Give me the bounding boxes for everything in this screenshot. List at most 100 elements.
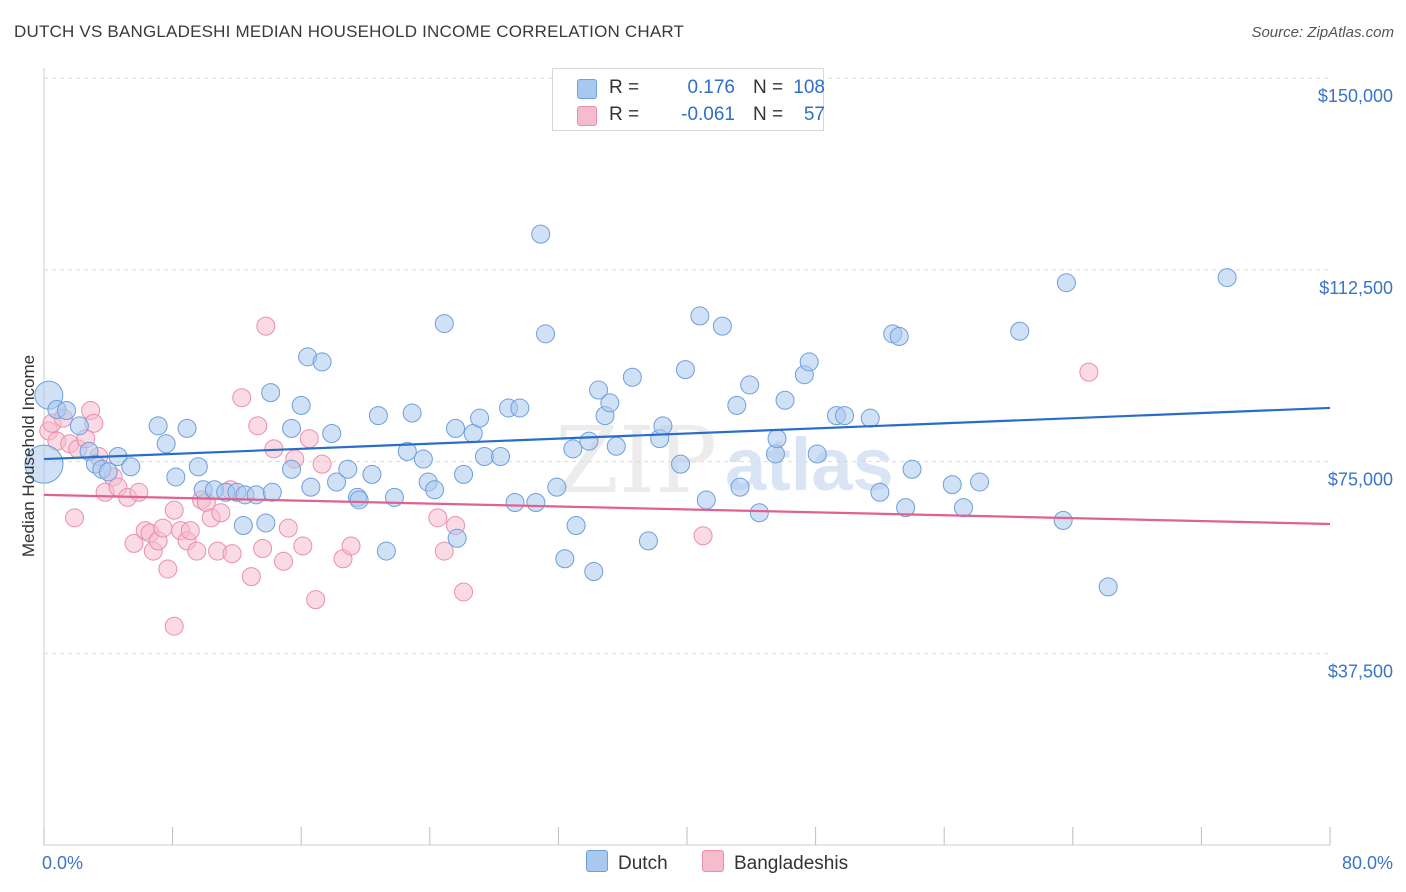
- dutch-points: [24, 224, 1237, 597]
- dutch-point: [402, 403, 422, 423]
- dutch-point: [690, 306, 710, 326]
- dutch-point: [57, 400, 77, 420]
- bangladeshis-point: [454, 582, 474, 602]
- bangladeshis-point: [253, 539, 273, 559]
- dutch-point: [397, 441, 417, 461]
- dutch-point: [474, 447, 494, 466]
- bangladeshis-point: [187, 541, 207, 561]
- dutch-point: [166, 467, 186, 487]
- dutch-point: [902, 459, 922, 479]
- r-label: R =: [609, 77, 640, 98]
- n-label: N =: [753, 77, 784, 98]
- dutch-point: [671, 454, 691, 474]
- bangladeshis-point: [693, 526, 713, 546]
- y-tick-label: $75,000: [1328, 470, 1393, 490]
- bangladeshis-point: [222, 544, 242, 564]
- bangladeshis-point: [211, 503, 231, 523]
- bangladeshis-point: [153, 518, 173, 538]
- bangladeshis-point: [180, 521, 200, 541]
- dutch-point: [584, 562, 604, 582]
- dutch-point: [256, 513, 276, 533]
- bangladeshis-point: [248, 416, 268, 436]
- dutch-point: [505, 493, 525, 513]
- bangladeshis-point: [1079, 362, 1099, 382]
- dutch-point: [148, 416, 168, 436]
- dutch-point: [24, 444, 64, 484]
- bangladeshis-point: [232, 388, 252, 408]
- dutch-label: Dutch: [618, 853, 668, 874]
- r-value: -0.061: [681, 104, 735, 125]
- bangladeshis-swatch: [702, 850, 724, 872]
- dutch-point: [510, 398, 530, 418]
- bangladeshis-point: [124, 533, 144, 553]
- bangladeshis-point: [164, 616, 184, 636]
- bangladeshis-point: [241, 567, 261, 587]
- dutch-point: [807, 444, 827, 464]
- trend-lines: [43, 406, 1331, 526]
- dutch-swatch: [586, 850, 608, 872]
- bangladeshis-point: [341, 536, 361, 556]
- dutch-point: [835, 406, 855, 426]
- dutch-swatch: [577, 79, 597, 99]
- bangladeshis-point: [65, 508, 85, 528]
- dutch-point: [362, 464, 382, 484]
- watermark-atlas: atlas: [725, 423, 894, 506]
- dutch-point: [121, 457, 141, 477]
- dutch-point: [675, 360, 695, 380]
- dutch-point: [246, 485, 266, 505]
- dutch-point: [261, 383, 281, 403]
- dutch-point: [156, 434, 176, 454]
- dutch-point: [860, 408, 880, 428]
- dutch-point: [653, 416, 673, 436]
- dutch-point: [712, 316, 732, 336]
- dutch-point: [282, 459, 302, 479]
- bangladeshis-trend-line: [43, 493, 1331, 526]
- dutch-point: [600, 393, 620, 413]
- n-label: N =: [753, 104, 784, 125]
- dutch-point: [434, 314, 454, 334]
- dutch-trend-line: [43, 406, 1331, 461]
- axis-labels: $37,500 $75,000 $112,500 $150,000 0.0% 80.0% M…: [19, 86, 1393, 873]
- bangladeshis-point: [129, 482, 149, 502]
- y-tick-label: $112,500: [1319, 278, 1393, 298]
- bangladeshis-swatch: [577, 106, 597, 126]
- dutch-point: [349, 490, 369, 510]
- x-tick-label-max: 80.0%: [1342, 853, 1393, 873]
- dutch-point: [870, 482, 890, 502]
- correlation-legend: R = 0.176 N = 108 R = -0.061 N = 57: [552, 68, 825, 131]
- dutch-point: [262, 482, 282, 502]
- dutch-point: [376, 541, 396, 561]
- x-tick-label-min: 0.0%: [42, 853, 83, 873]
- bangladeshis-point: [306, 590, 326, 610]
- dutch-point: [1217, 268, 1237, 288]
- dutch-point: [953, 498, 973, 518]
- dutch-point: [177, 418, 197, 438]
- dutch-point: [740, 375, 760, 395]
- legend-item-dutch: Dutch: [586, 850, 668, 875]
- dutch-point: [233, 516, 253, 536]
- dutch-point: [368, 406, 388, 426]
- dutch-point: [970, 472, 990, 492]
- dutch-point: [1010, 321, 1030, 341]
- dutch-point: [1098, 577, 1118, 597]
- dutch-point: [547, 477, 567, 497]
- dutch-point: [447, 528, 467, 548]
- dutch-point: [98, 462, 118, 482]
- dutch-point: [536, 324, 556, 344]
- dutch-point: [589, 380, 609, 400]
- dutch-point: [555, 549, 575, 569]
- dutch-point: [730, 477, 750, 497]
- dutch-point: [889, 326, 909, 346]
- dutch-point: [446, 418, 466, 438]
- dutch-point: [696, 490, 716, 510]
- n-value: 57: [803, 104, 825, 125]
- legend-item-bangladeshis: Bangladeshis: [702, 850, 848, 875]
- chart-title: DUTCH VS BANGLADESHI MEDIAN HOUSEHOLD IN…: [14, 22, 685, 41]
- dutch-point: [566, 516, 586, 536]
- dutch-point: [322, 423, 342, 443]
- y-tick-label: $37,500: [1328, 661, 1393, 681]
- dutch-point: [896, 498, 916, 518]
- dutch-point: [301, 477, 321, 497]
- dutch-point: [579, 431, 599, 451]
- bangladeshis-point: [293, 536, 313, 556]
